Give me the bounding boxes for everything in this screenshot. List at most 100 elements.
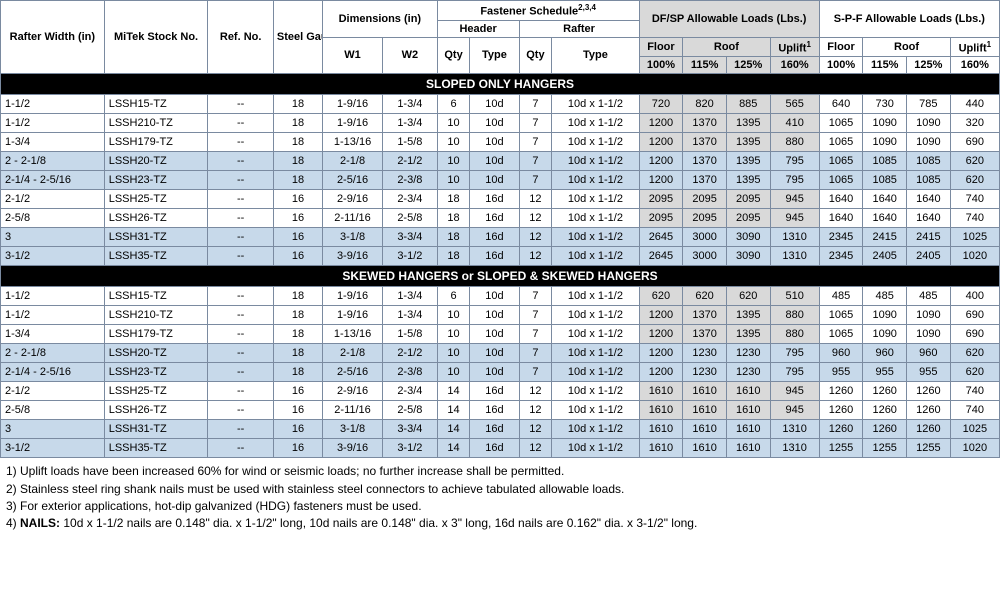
table-cell: 3000 xyxy=(683,228,727,247)
table-cell: 10 xyxy=(437,133,470,152)
table-cell: 1200 xyxy=(639,325,683,344)
hdr-dfsp-100: 100% xyxy=(639,57,683,74)
table-cell: 12 xyxy=(519,209,552,228)
hdr-spf-roof: Roof xyxy=(863,37,950,57)
table-cell: 18 xyxy=(273,306,322,325)
table-row: 1-1/2LSSH15-TZ--181-9/161-3/4610d710d x … xyxy=(1,287,1000,306)
table-cell: 1065 xyxy=(819,171,863,190)
table-cell: 3-1/2 xyxy=(383,247,438,266)
table-cell: 1090 xyxy=(907,325,951,344)
table-cell: 3090 xyxy=(726,228,770,247)
table-cell: 785 xyxy=(907,95,951,114)
table-cell: 485 xyxy=(907,287,951,306)
table-cell: 1-3/4 xyxy=(1,133,105,152)
table-cell: 1-9/16 xyxy=(323,114,383,133)
table-cell: 1395 xyxy=(726,152,770,171)
table-row: 3LSSH31-TZ--163-1/83-3/41416d1210d x 1-1… xyxy=(1,420,1000,439)
table-cell: 1090 xyxy=(863,306,907,325)
table-cell: 1310 xyxy=(770,420,819,439)
table-cell: 10d xyxy=(470,306,519,325)
table-cell: 1610 xyxy=(639,401,683,420)
table-cell: 1-3/4 xyxy=(383,114,438,133)
table-cell: 1610 xyxy=(726,382,770,401)
table-cell: 10d x 1-1/2 xyxy=(552,287,639,306)
table-cell: 1085 xyxy=(907,152,951,171)
table-cell: 1200 xyxy=(639,344,683,363)
table-cell: 3-1/2 xyxy=(1,247,105,266)
table-cell: 16d xyxy=(470,439,519,458)
table-cell: 1310 xyxy=(770,228,819,247)
table-cell: 1065 xyxy=(819,133,863,152)
table-cell: 1610 xyxy=(726,439,770,458)
table-cell: 620 xyxy=(950,152,999,171)
table-cell: 1255 xyxy=(819,439,863,458)
table-cell: 2345 xyxy=(819,247,863,266)
table-cell: 7 xyxy=(519,95,552,114)
table-cell: 1200 xyxy=(639,363,683,382)
table-cell: 2 - 2-1/8 xyxy=(1,344,105,363)
hdr-spf-uplift: Uplift1 xyxy=(950,37,999,57)
table-cell: 1065 xyxy=(819,114,863,133)
table-cell: 10d x 1-1/2 xyxy=(552,228,639,247)
table-cell: 1610 xyxy=(683,420,727,439)
table-cell: 960 xyxy=(863,344,907,363)
table-cell: 12 xyxy=(519,228,552,247)
hdr-dfsp-115: 115% xyxy=(683,57,727,74)
hdr-rafter: Rafter xyxy=(519,20,639,37)
table-cell: 10d x 1-1/2 xyxy=(552,171,639,190)
table-cell: 1640 xyxy=(907,190,951,209)
table-cell: 565 xyxy=(770,95,819,114)
table-cell: 7 xyxy=(519,325,552,344)
table-cell: 1090 xyxy=(863,114,907,133)
table-row: 3LSSH31-TZ--163-1/83-3/41816d1210d x 1-1… xyxy=(1,228,1000,247)
footnote-line: 1) Uplift loads have been increased 60% … xyxy=(6,463,994,479)
table-cell: 2-1/8 xyxy=(323,152,383,171)
table-cell: 2-3/8 xyxy=(383,363,438,382)
table-cell: 18 xyxy=(273,133,322,152)
footnote-line: 4) NAILS: 10d x 1-1/2 nails are 0.148" d… xyxy=(6,515,994,531)
table-cell: LSSH179-TZ xyxy=(104,133,208,152)
table-cell: LSSH179-TZ xyxy=(104,325,208,344)
table-cell: 1370 xyxy=(683,306,727,325)
hdr-fastener: Fastener Schedule2,3,4 xyxy=(437,1,639,21)
table-cell: 16 xyxy=(273,247,322,266)
table-cell: 18 xyxy=(437,190,470,209)
table-cell: 1025 xyxy=(950,228,999,247)
table-cell: LSSH35-TZ xyxy=(104,439,208,458)
table-cell: 1260 xyxy=(863,401,907,420)
table-cell: 3-3/4 xyxy=(383,420,438,439)
table-cell: 7 xyxy=(519,152,552,171)
table-row: 2-1/2LSSH25-TZ--162-9/162-3/41416d1210d … xyxy=(1,382,1000,401)
table-cell: 3-3/4 xyxy=(383,228,438,247)
table-cell: 1260 xyxy=(863,382,907,401)
table-cell: 2-1/4 - 2-5/16 xyxy=(1,171,105,190)
table-cell: 3 xyxy=(1,228,105,247)
table-cell: 485 xyxy=(863,287,907,306)
table-cell: 10 xyxy=(437,325,470,344)
table-cell: -- xyxy=(208,247,274,266)
table-cell: 12 xyxy=(519,420,552,439)
table-cell: 7 xyxy=(519,363,552,382)
hdr-rafter-width: Rafter Width (in) xyxy=(1,1,105,74)
table-cell: 1395 xyxy=(726,171,770,190)
table-cell: 1260 xyxy=(819,401,863,420)
table-cell: 1395 xyxy=(726,133,770,152)
table-cell: 2-1/2 xyxy=(1,190,105,209)
table-cell: 2405 xyxy=(863,247,907,266)
table-cell: 10 xyxy=(437,152,470,171)
hdr-w1: W1 xyxy=(323,37,383,74)
table-cell: 2-1/4 - 2-5/16 xyxy=(1,363,105,382)
table-cell: 485 xyxy=(819,287,863,306)
table-cell: 1395 xyxy=(726,325,770,344)
table-row: 3-1/2LSSH35-TZ--163-9/163-1/21416d1210d … xyxy=(1,439,1000,458)
table-cell: 2-3/4 xyxy=(383,382,438,401)
table-cell: 885 xyxy=(726,95,770,114)
table-cell: -- xyxy=(208,95,274,114)
table-cell: LSSH20-TZ xyxy=(104,344,208,363)
table-cell: LSSH23-TZ xyxy=(104,363,208,382)
table-cell: 12 xyxy=(519,190,552,209)
table-header: Rafter Width (in) MiTek Stock No. Ref. N… xyxy=(1,1,1000,74)
table-cell: 795 xyxy=(770,363,819,382)
table-cell: 620 xyxy=(950,363,999,382)
table-cell: 1260 xyxy=(907,401,951,420)
